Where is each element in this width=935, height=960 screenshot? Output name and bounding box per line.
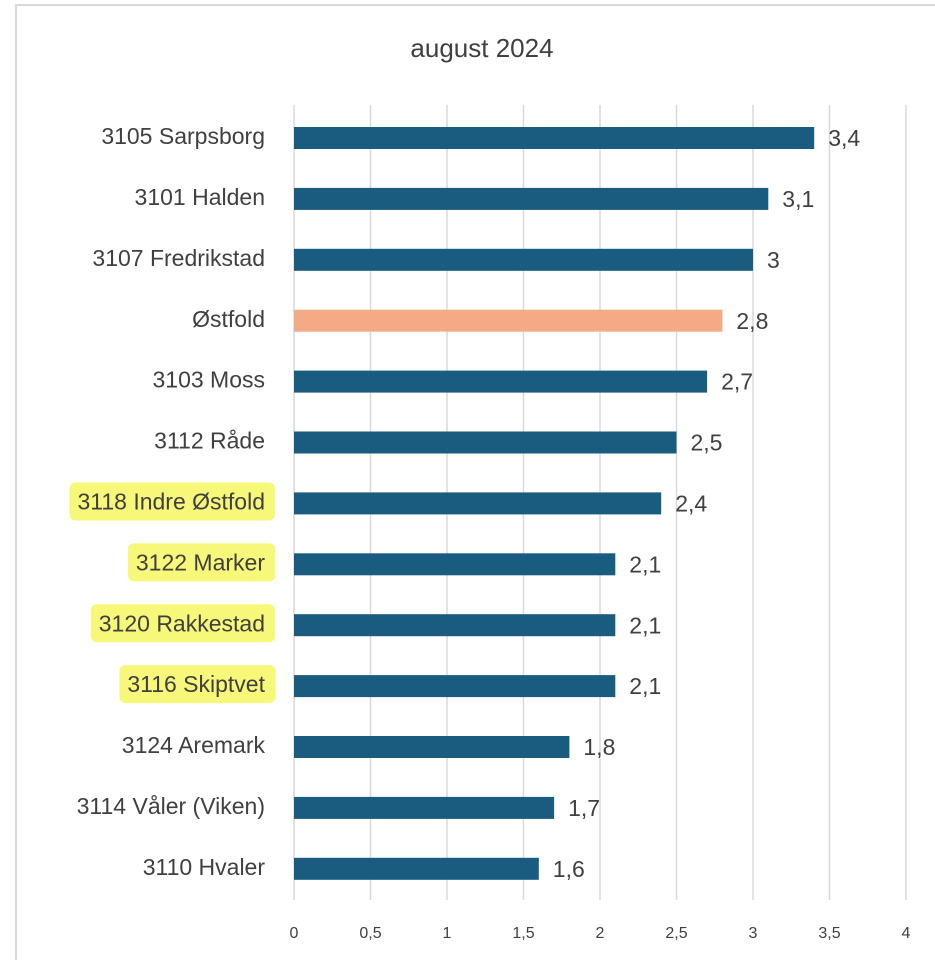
y-tick-label: 3110 Hvaler <box>143 854 266 880</box>
y-tick-label: 3124 Aremark <box>122 732 266 758</box>
data-label: 3,4 <box>828 125 860 151</box>
data-label: 1,7 <box>568 795 600 821</box>
data-label: 2,1 <box>629 551 661 577</box>
bar <box>294 187 769 210</box>
y-tick-label: 3112 Råde <box>154 428 265 454</box>
bar <box>294 857 539 880</box>
y-tick-label: 3114 Våler (Viken) <box>77 793 265 819</box>
data-label: 2,5 <box>691 430 723 456</box>
x-tick-label: 3 <box>749 925 758 942</box>
label-highlight <box>119 665 276 704</box>
bar <box>294 553 616 576</box>
data-label: 3 <box>767 247 780 273</box>
bar <box>294 614 616 637</box>
data-label: 2,4 <box>675 490 707 516</box>
x-tick-label: 1 <box>443 925 452 942</box>
data-label: 1,6 <box>553 856 585 882</box>
x-tick-label: 4 <box>902 925 911 942</box>
label-highlight <box>69 482 275 521</box>
x-tick-label: 0 <box>290 925 299 942</box>
x-tick-label: 2 <box>596 925 605 942</box>
data-label: 3,1 <box>782 186 814 212</box>
y-tick-label: Østfold <box>192 306 265 332</box>
y-tick-label: 3118 Indre Østfold <box>77 488 265 514</box>
y-tick-label: 3107 Fredrikstad <box>92 245 265 271</box>
chart-title: august 2024 <box>410 33 553 63</box>
bar <box>294 248 753 271</box>
bar <box>294 736 570 758</box>
bar <box>294 492 662 515</box>
data-label: 2,1 <box>629 612 661 638</box>
data-label: 2,7 <box>721 369 753 395</box>
y-tick-label: 3122 Marker <box>136 549 265 575</box>
label-highlight <box>127 543 276 582</box>
y-tick-label: 3116 Skiptvet <box>127 671 265 697</box>
bar <box>294 370 708 393</box>
bar <box>294 431 677 454</box>
y-tick-label: 3103 Moss <box>152 367 265 393</box>
x-tick-label: 0,5 <box>359 925 381 942</box>
bar <box>294 309 723 332</box>
bar <box>294 796 555 819</box>
y-tick-label: 3120 Rakkestad <box>99 610 265 636</box>
data-label: 2,1 <box>629 673 661 699</box>
y-tick-label: 3105 Sarpsborg <box>101 123 265 149</box>
bar <box>294 127 815 149</box>
x-tick-label: 2,5 <box>665 925 687 942</box>
y-tick-label: 3101 Halden <box>135 184 265 210</box>
data-label: 2,8 <box>736 308 768 334</box>
x-tick-label: 3,5 <box>818 925 840 942</box>
data-label: 1,8 <box>583 734 615 760</box>
bar <box>294 675 616 698</box>
label-highlight <box>90 604 275 643</box>
x-tick-label: 1,5 <box>512 925 534 942</box>
